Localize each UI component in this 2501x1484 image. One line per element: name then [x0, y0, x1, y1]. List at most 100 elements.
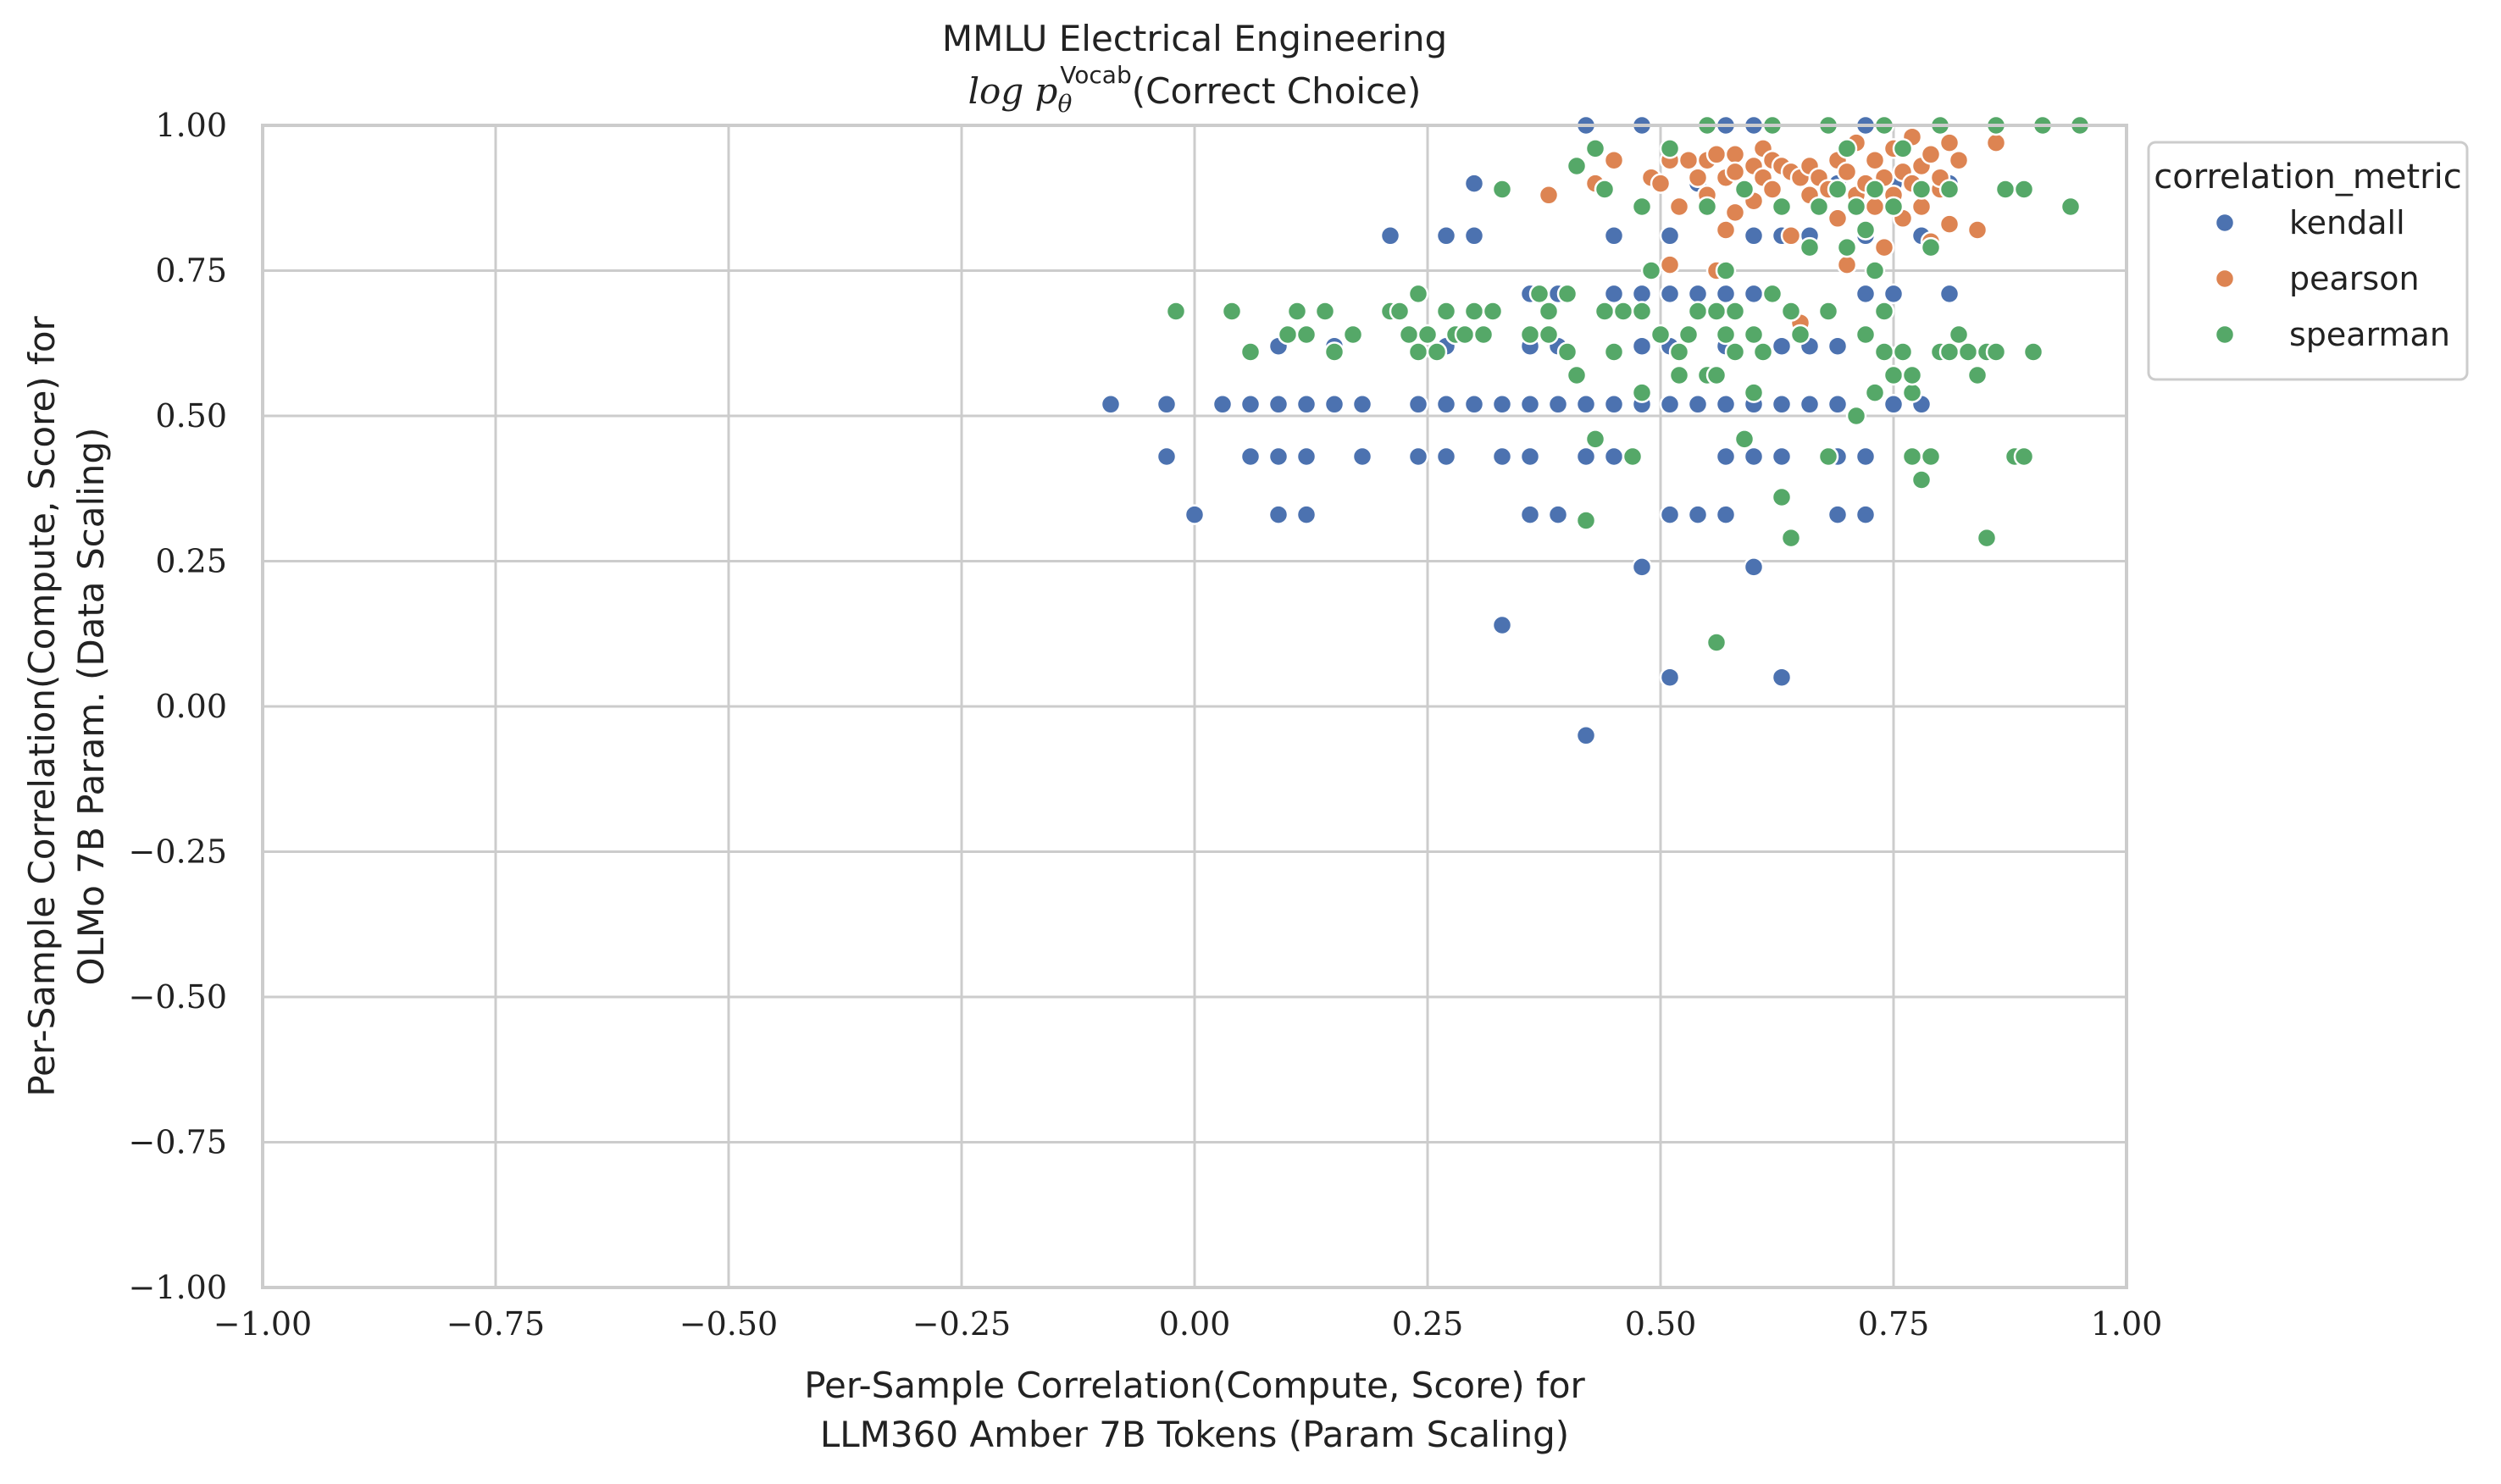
spearman-point [2013, 446, 2035, 468]
spearman-point [1743, 382, 1765, 403]
kendall-point [1827, 335, 1849, 357]
spearman-point [1883, 196, 1905, 218]
kendall-point [1519, 446, 1541, 468]
spearman-point [1705, 364, 1727, 386]
pearson-point [1687, 167, 1709, 188]
kendall-point [1603, 446, 1625, 468]
spearman-point [1631, 196, 1653, 218]
kendall-point [1687, 394, 1709, 415]
legend-item-spearman: spearman [2214, 316, 2450, 353]
spearman-point [1435, 301, 1457, 322]
spearman-point [1920, 236, 1942, 258]
spearman-point [1342, 324, 1364, 346]
spearman-point [1836, 236, 1858, 258]
x-tick-labels: −1.00 −0.75 −0.50 −0.25 0.00 0.25 0.50 0.75 1.00 [214, 1305, 2163, 1343]
x-axis-label-line1: Per-Sample Correlation(Compute, Score) f… [804, 1365, 1585, 1406]
spearman-point [1528, 283, 1550, 305]
spearman-point [1696, 196, 1718, 218]
spearman-point [1603, 341, 1625, 363]
spearman-point [1948, 324, 1970, 346]
legend-items: kendall pearson spearman [2214, 204, 2450, 353]
pearson-point [1920, 144, 1942, 165]
spearman-point [1733, 179, 1755, 200]
legend-title: correlation_metric [2154, 158, 2461, 197]
spearman-point [1743, 324, 1765, 346]
legend-item-kendall: kendall [2214, 204, 2405, 241]
pearson-point [1827, 208, 1849, 230]
spearman-point [1761, 283, 1783, 305]
kendall-point [1771, 394, 1793, 415]
pearson-point [1836, 161, 1858, 183]
legend-marker [2214, 212, 2236, 234]
spearman-point [1295, 324, 1317, 346]
kendall-point [1771, 667, 1793, 688]
kendall-point [1156, 394, 1178, 415]
kendall-point [1239, 394, 1262, 415]
kendall-point [1631, 556, 1653, 578]
kendall-point [1575, 446, 1597, 468]
kendall-point [1156, 446, 1178, 468]
spearman-point [1165, 301, 1187, 322]
pearson-point [1650, 173, 1672, 194]
subtitle-prefix: log p [968, 70, 1058, 112]
kendall-point [1295, 446, 1317, 468]
pearson-point [1659, 254, 1681, 275]
y-axis-label-line1: Per-Sample Correlation(Compute, Score) f… [21, 315, 63, 1096]
spearman-point [1566, 155, 1588, 177]
legend-label: pearson [2289, 260, 2420, 297]
kendall-point [1715, 446, 1737, 468]
spearman-point [1873, 341, 1895, 363]
spearman-point [1659, 138, 1681, 159]
kendall-point [1407, 446, 1429, 468]
kendall-point [1463, 173, 1485, 194]
x-tick-label: −0.75 [446, 1305, 545, 1343]
spearman-point [1323, 341, 1345, 363]
pearson-point [1715, 219, 1737, 241]
kendall-point [1603, 394, 1625, 415]
spearman-point [1622, 446, 1644, 468]
kendall-point [1547, 504, 1569, 525]
kendall-point [1351, 446, 1373, 468]
pearson-point [1603, 149, 1625, 171]
spearman-point [1314, 301, 1336, 322]
spearman-point [2060, 196, 2082, 218]
pearson-point [1910, 196, 1933, 218]
spearman-point [1817, 301, 1839, 322]
kendall-point [1603, 283, 1625, 305]
spearman-point [1650, 324, 1672, 346]
spearman-point [1864, 179, 1886, 200]
legend-marker [2214, 268, 2236, 290]
y-tick-label: 0.50 [155, 397, 227, 435]
kendall-point [1407, 394, 1429, 415]
kendall-point [1519, 394, 1541, 415]
spearman-point [1938, 179, 1960, 200]
pearson-point [1724, 202, 1746, 224]
spearman-point [1594, 179, 1616, 200]
kendall-point [1659, 504, 1681, 525]
y-tick-label: −0.75 [129, 1124, 227, 1161]
data-points [1100, 114, 2091, 746]
spearman-point [1938, 341, 1960, 363]
subtitle-suffix: (Correct Choice) [1132, 70, 1422, 112]
spearman-point [1594, 301, 1616, 322]
pearson-point [1864, 149, 1886, 171]
spearman-point [1845, 196, 1867, 218]
kendall-point [1463, 394, 1485, 415]
kendall-point [1631, 283, 1653, 305]
y-tick-label: 0.00 [155, 688, 227, 725]
x-tick-label: 0.00 [1159, 1305, 1231, 1343]
spearman-point [1892, 341, 1914, 363]
spearman-point [1389, 301, 1411, 322]
kendall-point [1743, 446, 1765, 468]
kendall-point [1491, 446, 1513, 468]
kendall-point [1743, 556, 1765, 578]
x-tick-label: 0.50 [1625, 1305, 1697, 1343]
pearson-point [1938, 213, 1960, 235]
spearman-point [1715, 324, 1737, 346]
legend-label: kendall [2289, 204, 2405, 241]
spearman-point [1556, 283, 1578, 305]
spearman-point [1584, 429, 1606, 450]
kendall-point [1323, 394, 1345, 415]
spearman-point [1845, 405, 1867, 427]
